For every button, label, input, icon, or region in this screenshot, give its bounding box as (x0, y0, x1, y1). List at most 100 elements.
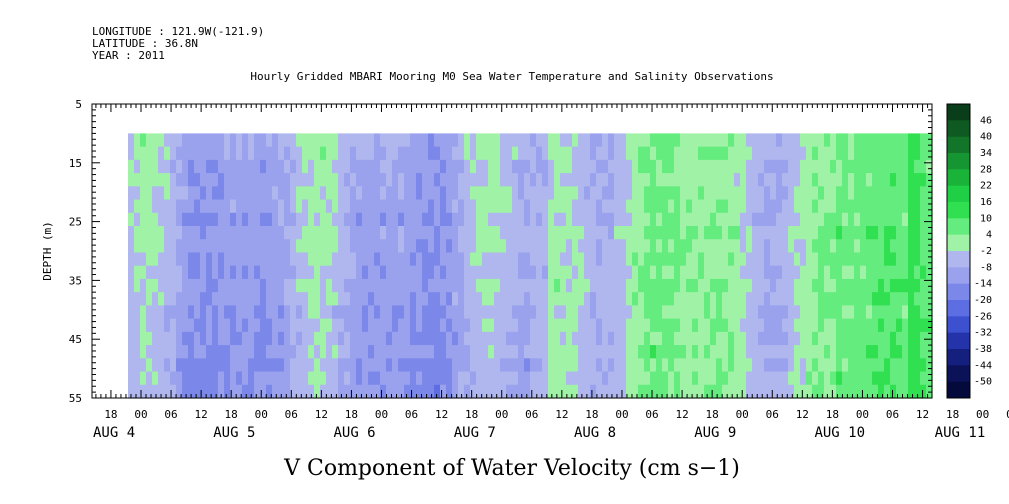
heatmap-cell (296, 173, 303, 187)
heatmap-cell (512, 345, 519, 359)
heatmap-cell (128, 358, 135, 373)
heatmap-cell (338, 331, 345, 346)
heatmap-cell (128, 173, 135, 187)
heatmap-cell (686, 159, 693, 174)
heatmap-cell (764, 146, 771, 161)
heatmap-cell (224, 252, 231, 267)
heatmap-cell (596, 331, 603, 346)
heatmap-cell (812, 318, 819, 333)
heatmap-cell (140, 331, 147, 346)
heatmap-cell (746, 384, 753, 399)
heatmap-cell (506, 371, 513, 386)
heatmap-cell (206, 186, 213, 201)
heatmap-cell (890, 358, 897, 373)
heatmap-cell (782, 265, 789, 280)
heatmap-cell (884, 226, 891, 240)
heatmap-cell (608, 239, 615, 254)
heatmap-cell (848, 146, 855, 161)
heatmap-cell (488, 318, 495, 333)
heatmap-cell (716, 265, 723, 280)
heatmap-cell (896, 199, 903, 214)
heatmap-cell (230, 265, 237, 280)
heatmap-cell (128, 384, 135, 399)
heatmap-cell (410, 186, 417, 201)
heatmap-cell (596, 292, 603, 306)
heatmap-cell (614, 345, 621, 359)
heatmap-cell (320, 318, 327, 333)
heatmap-cell (536, 226, 543, 240)
heatmap-cell (344, 199, 351, 214)
heatmap-cell (848, 358, 855, 373)
heatmap-cell (596, 345, 603, 359)
heatmap-cell (854, 199, 861, 214)
heatmap-cell (350, 146, 357, 161)
heatmap-cell (764, 159, 771, 174)
heatmap-cell (770, 331, 777, 346)
heatmap-cell (608, 146, 615, 161)
heatmap-cell (260, 199, 267, 214)
heatmap-cell (890, 252, 897, 267)
heatmap-cell (908, 252, 915, 267)
heatmap-cell (848, 239, 855, 254)
heatmap-cell (404, 212, 411, 227)
heatmap-cell (464, 345, 471, 359)
colorbar-swatch (947, 251, 970, 268)
heatmap-cell (872, 133, 879, 148)
heatmap-cell (626, 186, 633, 201)
heatmap-cell (902, 305, 909, 320)
heatmap-cell (758, 331, 765, 346)
heatmap-cell (794, 146, 801, 161)
heatmap-cell (800, 384, 807, 399)
heatmap-cell (620, 318, 627, 333)
heatmap-cell (266, 278, 273, 293)
heatmap-cell (608, 212, 615, 227)
heatmap-cell (254, 199, 261, 214)
heatmap-cell (740, 305, 747, 320)
heatmap-cell (482, 146, 489, 161)
heatmap-cell (422, 305, 429, 320)
heatmap-cell (524, 371, 531, 386)
heatmap-cell (548, 159, 555, 174)
heatmap-cell (746, 212, 753, 227)
heatmap-cell (554, 371, 561, 386)
heatmap-cell (164, 292, 171, 306)
heatmap-cell (194, 278, 201, 293)
heatmap-cell (254, 239, 261, 254)
heatmap-cell (476, 265, 483, 280)
heatmap-cell (578, 265, 585, 280)
heatmap-cell (404, 133, 411, 148)
heatmap-cell (236, 159, 243, 174)
latitude-label: LATITUDE : 36.8N (92, 37, 198, 50)
heatmap-cell (434, 173, 441, 187)
heatmap-cell (854, 278, 861, 293)
heatmap-cell (524, 278, 531, 293)
heatmap-cell (770, 252, 777, 267)
heatmap-cell (518, 186, 525, 201)
heatmap-cell (470, 345, 477, 359)
heatmap-cell (620, 358, 627, 373)
heatmap-cell (674, 133, 681, 148)
heatmap-cell (578, 159, 585, 174)
heatmap-cell (620, 305, 627, 320)
heatmap-cell (176, 186, 183, 201)
heatmap-cell (464, 331, 471, 346)
heatmap-cell (350, 292, 357, 306)
heatmap-cell (590, 159, 597, 174)
heatmap-cell (920, 318, 927, 333)
heatmap-cell (692, 331, 699, 346)
heatmap-cell (152, 186, 159, 201)
heatmap-cell (674, 278, 681, 293)
heatmap-cell (308, 212, 315, 227)
heatmap-cell (242, 318, 249, 333)
heatmap-cell (698, 173, 705, 187)
heatmap-cell (614, 186, 621, 201)
heatmap-cell (254, 345, 261, 359)
heatmap-cell (884, 133, 891, 148)
heatmap-cell (500, 239, 507, 254)
heatmap-cell (914, 318, 921, 333)
heatmap-cell (482, 239, 489, 254)
heatmap-cell (578, 199, 585, 214)
heatmap-cell (614, 199, 621, 214)
heatmap-cell (704, 146, 711, 161)
heatmap-cell (332, 345, 339, 359)
